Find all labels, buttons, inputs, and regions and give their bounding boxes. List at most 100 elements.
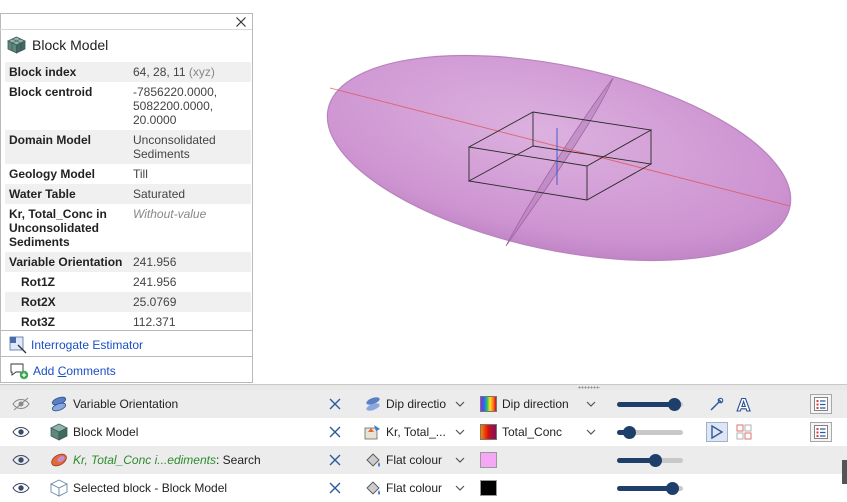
interrogate-estimator-link[interactable]: Interrogate Estimator <box>9 336 143 354</box>
grid-icon <box>736 424 752 440</box>
remove-button[interactable] <box>327 424 343 440</box>
slider-knob[interactable] <box>668 398 681 411</box>
chevron-down-icon <box>455 485 465 491</box>
object-icon <box>50 451 68 469</box>
slider-knob[interactable] <box>649 454 662 467</box>
colour-mode-dropdown[interactable] <box>454 398 466 410</box>
colour-mode-icon <box>364 451 382 469</box>
colourmap-dropdown[interactable] <box>585 398 597 410</box>
object-icon <box>49 479 69 497</box>
object-name[interactable]: Selected block - Block Model <box>73 481 227 495</box>
colourmap-dropdown[interactable] <box>585 426 597 438</box>
properties-button[interactable] <box>810 422 832 442</box>
property-key: Rot1Z <box>21 275 55 289</box>
pipette-icon <box>710 397 724 411</box>
eye-icon <box>12 482 30 494</box>
property-row: Water Table Saturated <box>5 184 251 204</box>
colour-mode-dropdown[interactable] <box>454 454 466 466</box>
property-key: Domain Model <box>5 130 129 164</box>
remove-button[interactable] <box>327 396 343 412</box>
close-icon <box>329 398 341 410</box>
chevron-down-icon <box>455 401 465 407</box>
divider <box>1 356 252 357</box>
remove-button[interactable] <box>327 480 343 496</box>
property-value: -7856220.0000, 5082200.0000, 20.0000 <box>133 85 218 127</box>
panel-header: Block Model <box>7 36 108 54</box>
property-value: 241.956 <box>129 252 251 272</box>
property-row: Variable Orientation 241.956 <box>5 252 251 272</box>
slider-knob[interactable] <box>666 482 679 495</box>
property-row: Block index 64, 28, 11 (xyz) <box>5 62 251 82</box>
remove-button[interactable] <box>327 452 343 468</box>
variable-orientation-icon <box>51 396 67 412</box>
slider-knob[interactable] <box>623 426 636 439</box>
colour-mode-label: Flat colour <box>386 453 443 467</box>
label-tool-button[interactable]: A <box>733 394 755 414</box>
colour-mode-dropdown[interactable] <box>454 426 466 438</box>
colour-swatch[interactable] <box>480 452 497 468</box>
visibility-toggle[interactable] <box>12 480 30 496</box>
list-properties-icon <box>814 397 828 411</box>
block-grid-button[interactable] <box>733 422 755 442</box>
scene-row: Block Model Kr, Total_... Total_Conc <box>0 418 847 446</box>
block-info-panel: Block Model Block index 64, 28, 11 (xyz) B… <box>0 13 253 383</box>
scene-row: Variable Orientation Dip directio Dip dire… <box>0 390 847 418</box>
splitter-grip[interactable] <box>578 386 600 389</box>
close-icon <box>329 426 341 438</box>
opacity-slider[interactable] <box>617 482 685 495</box>
property-value: Unconsolidated Sediments <box>129 130 251 164</box>
svg-text:A: A <box>737 396 751 413</box>
visibility-toggle[interactable] <box>12 424 30 440</box>
object-name[interactable]: Variable Orientation <box>73 397 178 411</box>
close-panel-button[interactable] <box>0 14 252 30</box>
scene-row: Kr, Total_Conc i...ediments: Search Flat … <box>0 446 847 474</box>
colour-mode-dropdown[interactable] <box>454 482 466 494</box>
property-value: 112.371 <box>133 315 176 329</box>
property-value: 64, 28, 11 (xyz) <box>129 62 251 82</box>
selected-block-icon <box>49 479 69 497</box>
visibility-toggle[interactable] <box>12 452 30 468</box>
pane-splitter[interactable] <box>0 384 847 390</box>
orientation-icon <box>366 397 380 411</box>
property-value: Till <box>133 167 148 181</box>
block-model-icon <box>7 36 26 54</box>
property-key: Kr, Total_Conc in Unconsolidated Sediments <box>9 207 107 249</box>
visibility-toggle[interactable] <box>12 396 30 412</box>
colour-swatch[interactable] <box>480 480 497 496</box>
opacity-slider[interactable] <box>617 426 685 439</box>
divider <box>1 330 252 331</box>
paint-bucket-icon <box>366 481 380 495</box>
opacity-slider[interactable] <box>617 398 685 411</box>
colour-mode-icon <box>364 479 382 497</box>
object-name[interactable]: Kr, Total_Conc i...ediments: Search <box>73 453 261 467</box>
object-name[interactable]: Block Model <box>73 425 138 439</box>
block-model-icon <box>50 423 68 441</box>
add-comments-link[interactable]: Add Comments <box>9 362 116 380</box>
scene-list: Variable Orientation Dip directio Dip dire… <box>0 390 847 502</box>
search-ellipsoid-icon <box>51 453 67 467</box>
vertical-scrollbar[interactable] <box>842 460 847 484</box>
property-table: Block index 64, 28, 11 (xyz) Block centroi… <box>5 62 251 332</box>
property-value: 241.956 <box>133 275 177 289</box>
properties-button[interactable] <box>810 394 832 414</box>
property-hint: (xyz) <box>185 65 215 79</box>
colour-swatch-label: Dip direction <box>502 397 569 411</box>
add-comments-label: Add Comments <box>33 364 116 378</box>
text-label-icon: A <box>736 395 751 413</box>
chevron-down-icon <box>586 429 596 435</box>
opacity-slider[interactable] <box>617 454 685 467</box>
property-key: Rot2X <box>5 292 129 312</box>
pick-tool-button[interactable] <box>706 394 728 414</box>
select-tool-button[interactable] <box>706 422 728 442</box>
scene-row: Selected block - Block Model Flat colour <box>0 474 847 502</box>
property-row: Domain Model Unconsolidated Sediments <box>5 130 251 164</box>
object-icon <box>50 395 68 413</box>
colour-swatch[interactable] <box>480 424 497 440</box>
interrogate-icon <box>9 336 27 354</box>
slider-fill <box>617 458 655 463</box>
property-key: Water Table <box>5 184 129 204</box>
paint-bucket-icon <box>366 453 380 467</box>
colour-swatch[interactable] <box>480 396 497 412</box>
slider-fill <box>617 402 674 407</box>
